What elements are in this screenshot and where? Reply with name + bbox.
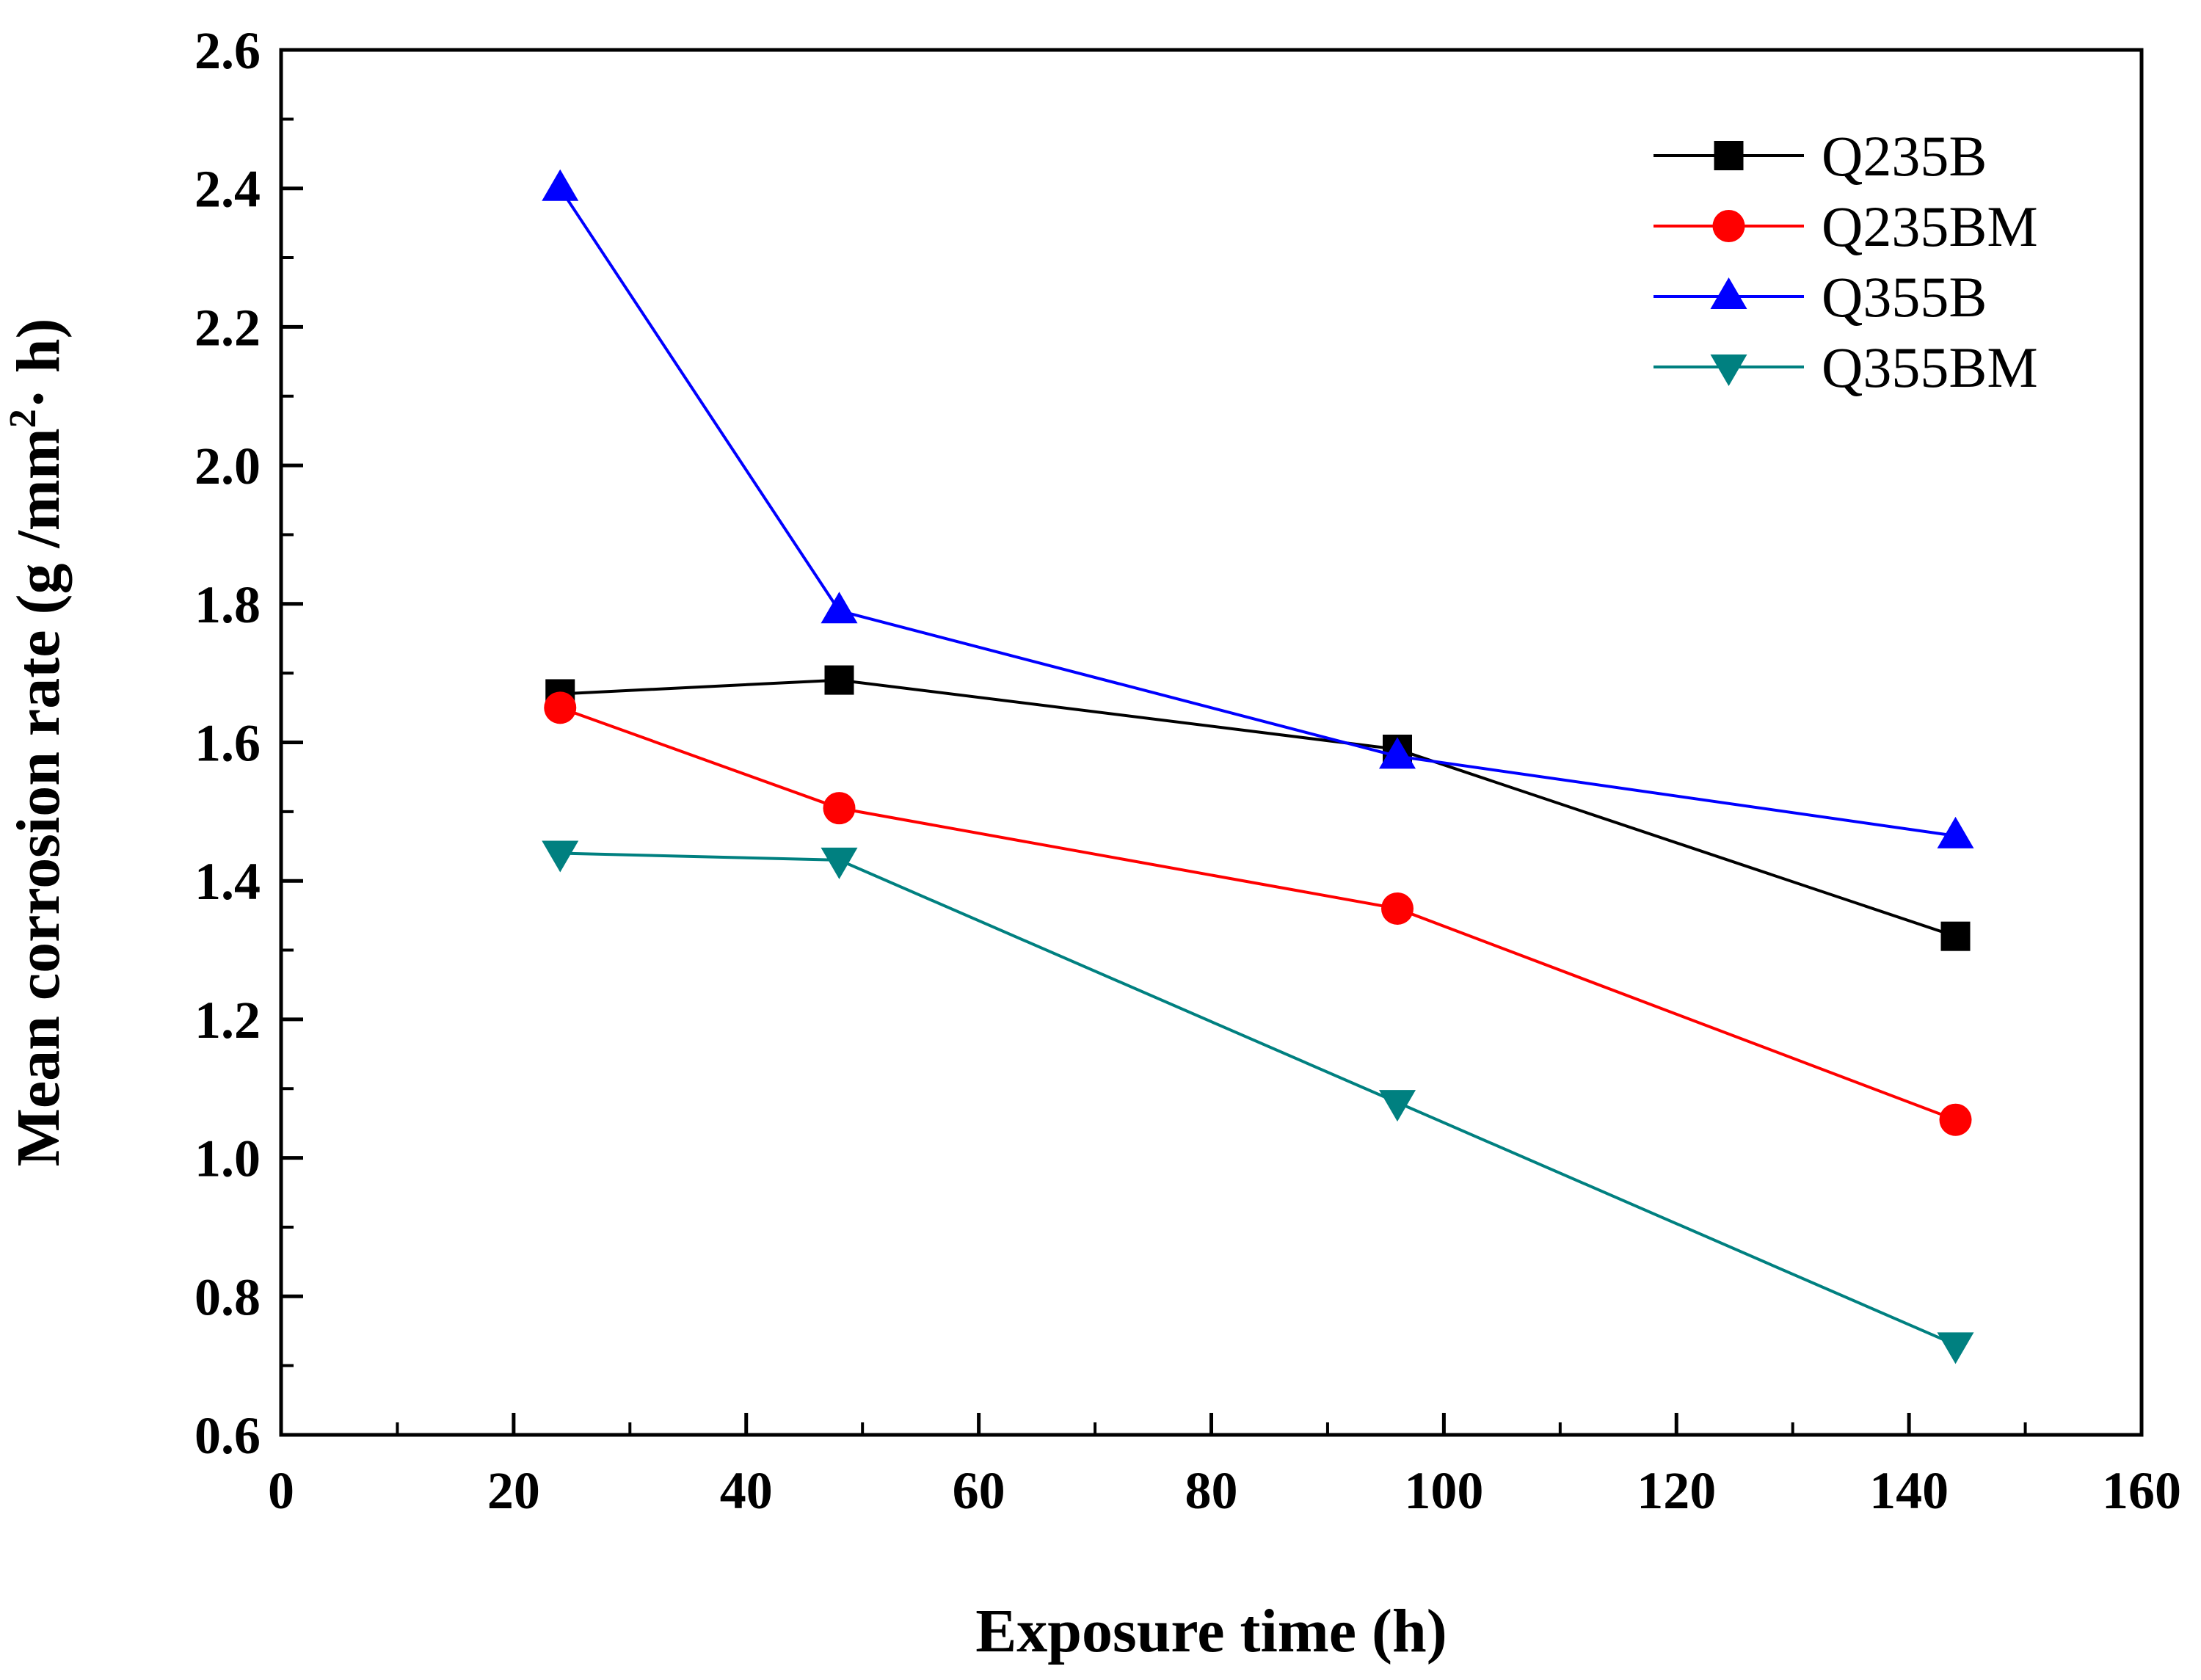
data-point-q355bm <box>1379 1090 1416 1122</box>
x-tick-label: 160 <box>2102 1461 2181 1520</box>
y-tick-label: 0.6 <box>194 1406 261 1465</box>
x-tick-label: 140 <box>1869 1461 1949 1520</box>
y-tick-label: 0.8 <box>194 1268 261 1326</box>
series-q355bm <box>542 840 1974 1364</box>
series-q235bm <box>544 691 1972 1136</box>
legend-label: Q235B <box>1822 124 1987 188</box>
data-point-q355b <box>542 169 579 201</box>
y-tick-label: 1.0 <box>194 1130 261 1188</box>
y-axis-title-superscript: 2 <box>2 409 44 428</box>
series-layer <box>542 169 1974 1364</box>
legend-label: Q355B <box>1822 265 1987 329</box>
y-axis-title: Mean corrosion rate (g /mm2· h) <box>2 319 73 1167</box>
data-point-q355bm <box>1937 1332 1974 1364</box>
y-tick-label: 2.4 <box>194 160 261 219</box>
x-tick-label: 80 <box>1185 1461 1238 1520</box>
x-tick-label: 100 <box>1404 1461 1483 1520</box>
legend-label: Q355BM <box>1822 335 2038 399</box>
y-tick-label: 2.2 <box>194 298 261 357</box>
data-point-q235bm <box>1939 1103 1972 1136</box>
y-tick-label: 1.6 <box>194 714 261 773</box>
data-point-q355b <box>1379 737 1416 769</box>
x-tick-label: 40 <box>720 1461 773 1520</box>
legend-marker <box>1710 354 1747 386</box>
legend-marker <box>1712 210 1745 242</box>
series-line-q355bm <box>560 851 1957 1347</box>
x-tick-label: 120 <box>1637 1461 1716 1520</box>
legend-marker <box>1714 141 1744 170</box>
legend-item-q355b: Q355B <box>1654 265 1987 329</box>
data-point-q355b <box>821 592 858 624</box>
y-axis-title-main: Mean corrosion rate (g /mm <box>4 428 73 1166</box>
ticks-layer: 0 20 40 60 80 100 120 140 160 0.6 0.8 1.0 1.2 1.4 1.6 1… <box>194 21 2181 1520</box>
series-line-q355b <box>559 187 1956 837</box>
legend-item-q235b: Q235B <box>1654 124 1987 188</box>
y-tick-label: 1.8 <box>194 575 261 634</box>
series-line-q235b <box>560 678 1957 938</box>
data-point-q355bm <box>542 840 579 873</box>
data-point-q235bm <box>823 792 856 825</box>
y-axis-title-tail: · h) <box>4 319 73 410</box>
y-tick-label: 2.6 <box>194 21 261 80</box>
legend-item-q235bm: Q235BM <box>1654 194 2038 258</box>
series-line-q235bm <box>559 706 1957 1121</box>
data-point-q235b <box>824 665 854 695</box>
data-point-q235b <box>1940 921 1971 951</box>
x-axis-title: Exposure time (h) <box>975 1597 1447 1665</box>
y-tick-label: 1.4 <box>194 852 261 911</box>
x-tick-label: 0 <box>268 1461 294 1520</box>
data-point-q355bm <box>821 847 858 879</box>
data-point-q355b <box>1937 816 1974 848</box>
x-tick-label: 60 <box>953 1461 1005 1520</box>
y-tick-label: 2.0 <box>194 437 261 495</box>
data-point-q235bm <box>1381 892 1414 925</box>
data-point-q235bm <box>544 691 577 724</box>
y-tick-label: 1.2 <box>194 991 261 1050</box>
legend-marker <box>1710 277 1747 309</box>
x-tick-label: 20 <box>487 1461 540 1520</box>
legend-label: Q235BM <box>1822 194 2038 258</box>
series-q355b <box>542 169 1974 848</box>
legend-item-q355bm: Q355BM <box>1654 335 2038 399</box>
